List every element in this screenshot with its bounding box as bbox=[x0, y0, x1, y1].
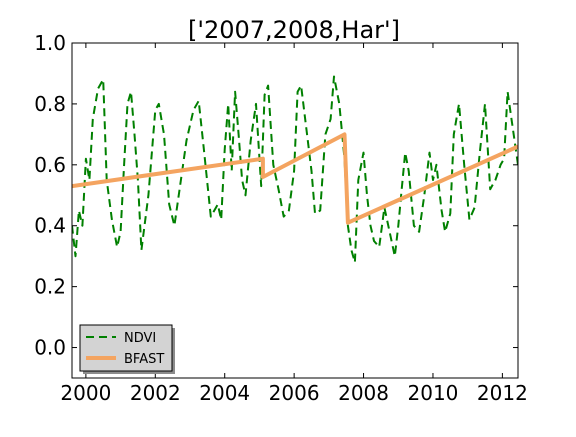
series-line-bfast bbox=[72, 132, 518, 225]
y-tick-label: 1.0 bbox=[34, 31, 66, 55]
y-tick-label: 0.6 bbox=[34, 153, 66, 177]
x-tick-label: 2010 bbox=[408, 381, 459, 405]
y-tick-label: 0.0 bbox=[34, 336, 66, 360]
x-tick-label: 2012 bbox=[477, 381, 528, 405]
series-layer bbox=[72, 75, 518, 264]
axis-ticks: 2000 2002 2004 2006 2008 2010 2012 0.0 0.2 0.4 0.6… bbox=[34, 31, 528, 405]
x-tick-label: 2008 bbox=[338, 381, 389, 405]
legend-label-bfast: BFAST bbox=[124, 352, 164, 367]
plot-area-frame bbox=[71, 42, 519, 379]
chart-title: ['2007,2008,Har'] bbox=[188, 16, 400, 44]
x-tick-label: 2000 bbox=[60, 381, 111, 405]
x-tick-label: 2006 bbox=[269, 381, 320, 405]
legend: NDVI BFAST bbox=[79, 324, 175, 374]
y-tick-label: 0.4 bbox=[34, 214, 66, 238]
series-line-ndvi bbox=[72, 75, 518, 264]
y-tick-label: 0.8 bbox=[34, 92, 66, 116]
legend-label-ndvi: NDVI bbox=[124, 331, 156, 346]
x-tick-label: 2002 bbox=[130, 381, 181, 405]
x-tick-label: 2004 bbox=[199, 381, 250, 405]
legend-box bbox=[79, 324, 173, 372]
y-tick-label: 0.2 bbox=[34, 275, 66, 299]
